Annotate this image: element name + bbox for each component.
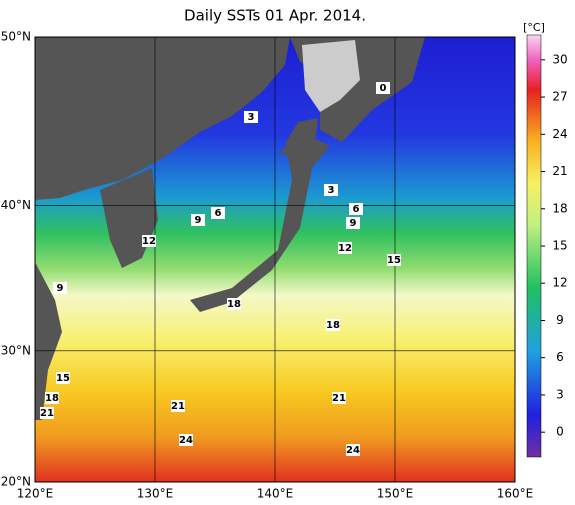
x-tick-label: 160°E (497, 487, 534, 501)
contour-label-box (56, 372, 70, 384)
colorbar-tick-label: 27 (552, 90, 567, 104)
contour-label-box (53, 282, 67, 294)
y-tick-label: 20°N (1, 475, 31, 489)
y-tick-label: 30°N (1, 343, 31, 357)
contour-label: 24 (346, 445, 360, 456)
contour-label: 15 (56, 373, 70, 384)
colorbar-unit: [°C] (523, 21, 545, 34)
contour-label: 21 (332, 393, 346, 404)
contour-label: 9 (350, 218, 357, 229)
x-tick-label: 150°E (377, 487, 414, 501)
contour-label: 24 (179, 435, 193, 446)
contour-label: 21 (40, 408, 54, 419)
x-tick-label: 120°E (17, 487, 54, 501)
contour-label-box (244, 111, 258, 123)
colorbar-tick-label: 24 (552, 127, 567, 141)
contour-label: 18 (45, 393, 59, 404)
y-tick-label: 40°N (1, 198, 31, 212)
colorbar-tick-label: 15 (552, 239, 567, 253)
contour-label-box (211, 207, 225, 219)
contour-label-box (387, 254, 401, 266)
colorbar-tick-label: 30 (552, 52, 567, 66)
contour-label-box (346, 444, 360, 456)
contour-label: 9 (57, 283, 64, 294)
contour-label: 3 (248, 112, 255, 123)
colorbar-tick-label: 6 (556, 350, 564, 364)
title: Daily SSTs 01 Apr. 2014. (184, 7, 366, 25)
contour-label-box (376, 82, 390, 94)
contour-label-box (227, 298, 241, 310)
contour-label: 6 (215, 208, 222, 219)
colorbar-tick-label: 21 (552, 164, 567, 178)
contour-label-box (179, 434, 193, 446)
contour-label: 6 (353, 204, 360, 215)
contour-label-box (191, 214, 205, 226)
colorbar-tick-label: 12 (552, 276, 567, 290)
contour-label-box (349, 203, 363, 215)
contour-label: 18 (326, 320, 340, 331)
contour-label: 12 (338, 243, 352, 254)
contour-label: 0 (380, 83, 387, 94)
contour-label-box (326, 319, 340, 331)
contour-label: 21 (171, 401, 185, 412)
contour-label-box (142, 235, 156, 247)
contour-label-box (45, 392, 59, 404)
contour-label-box (332, 392, 346, 404)
contour-label-box (338, 242, 352, 254)
y-tick-label: 50°N (1, 30, 31, 44)
contour-label: 12 (142, 236, 156, 247)
contour-label: 9 (195, 215, 202, 226)
contour-label: 18 (227, 299, 241, 310)
contour-label-box (346, 217, 360, 229)
colorbar-tick-label: 3 (556, 387, 564, 401)
contour-label: 15 (387, 255, 401, 266)
contour-label-box (40, 407, 54, 419)
colorbar-tick-label: 9 (556, 313, 564, 327)
colorbar-tick-label: 0 (556, 425, 564, 439)
x-tick-label: 140°E (257, 487, 294, 501)
contour-label: 3 (328, 185, 335, 196)
colorbar (526, 34, 542, 458)
x-tick-label: 130°E (137, 487, 174, 501)
contour-label-box (324, 184, 338, 196)
colorbar-tick-label: 18 (552, 201, 567, 215)
sea-ice (302, 40, 360, 112)
contour-label-box (171, 400, 185, 412)
